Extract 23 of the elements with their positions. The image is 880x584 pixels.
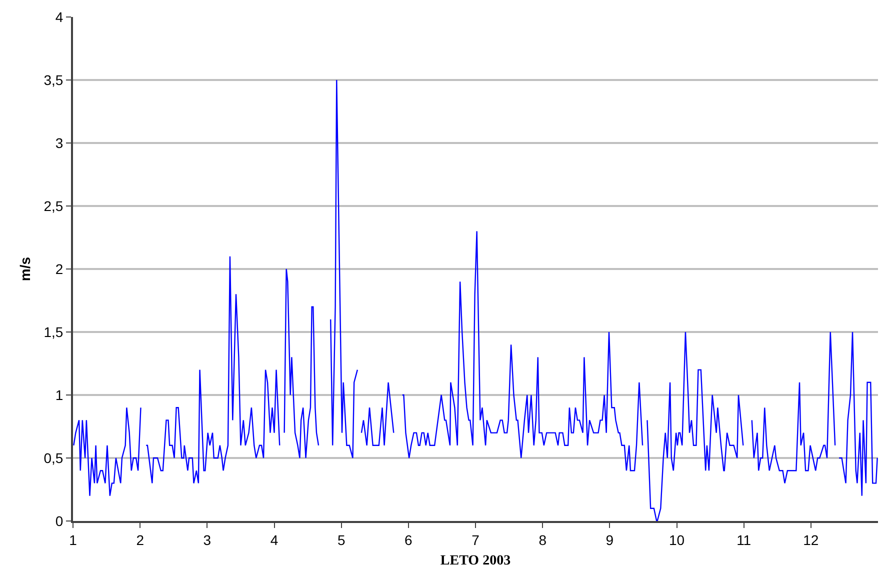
x-tick-label: 8: [538, 532, 547, 548]
x-axis-title: LETO 2003: [440, 554, 511, 569]
y-tick-label: 0: [55, 512, 64, 529]
x-tick-label: 7: [472, 532, 480, 548]
x-tick-label: 6: [404, 532, 413, 548]
y-tick-label: 0,5: [44, 450, 64, 466]
y-tick-label: 4: [55, 8, 64, 25]
x-tick-label: 9: [606, 532, 614, 548]
x-tick-label: 10: [668, 532, 685, 548]
y-tick-label: 2: [55, 260, 64, 277]
y-tick-label: 2,5: [44, 198, 64, 214]
x-tick-label: 5: [337, 532, 346, 548]
y-tick-label: 1,5: [44, 324, 64, 340]
x-tick-label: 12: [803, 532, 819, 548]
y-axis-title: m/s: [16, 256, 33, 282]
x-tick-label: 2: [136, 532, 144, 548]
x-tick-label: 4: [270, 532, 278, 548]
y-tick-label: 3,5: [44, 72, 64, 88]
x-tick-label: 1: [69, 532, 78, 548]
y-tick-label: 3: [55, 134, 64, 151]
y-tick-label: 1: [55, 386, 64, 403]
x-tick-label: 11: [736, 532, 752, 548]
x-tick-label: 3: [203, 532, 212, 548]
